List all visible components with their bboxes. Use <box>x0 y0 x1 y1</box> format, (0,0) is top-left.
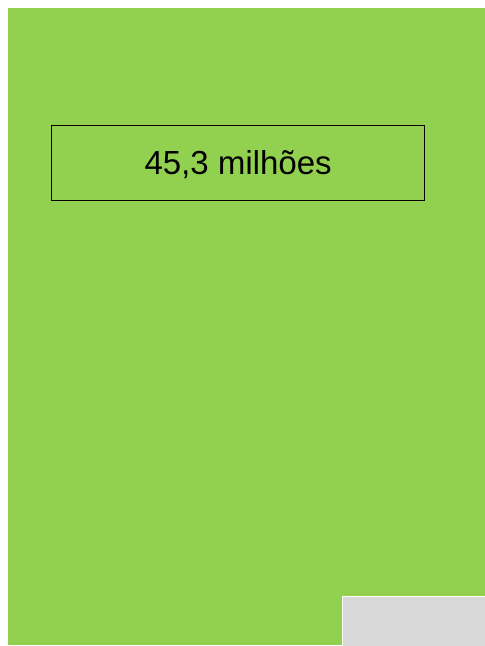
green-panel <box>8 8 485 645</box>
gray-block <box>342 596 485 646</box>
value-box: 45,3 milhões <box>51 125 425 201</box>
